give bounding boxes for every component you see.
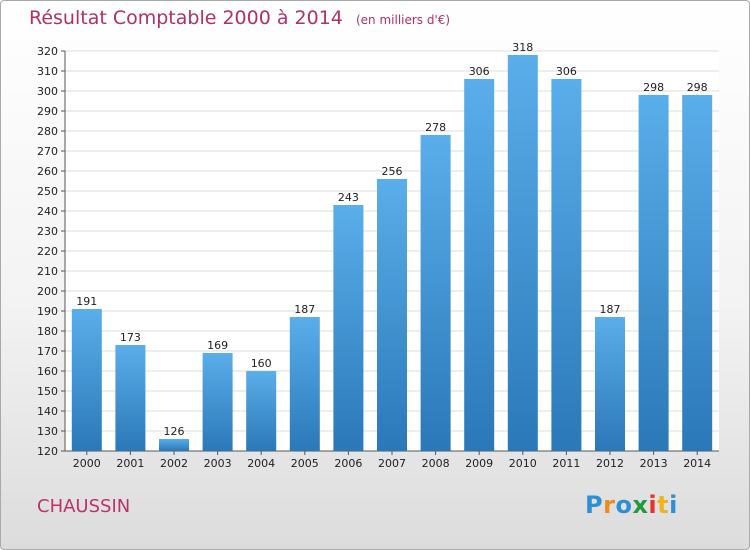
data-label: 169 <box>207 339 228 352</box>
y-tick-label: 190 <box>37 305 58 318</box>
bar <box>333 205 364 451</box>
x-tick-label: 2000 <box>73 457 101 470</box>
x-tick-label: 2014 <box>683 457 711 470</box>
chart-title: Résultat Comptable 2000 à 2014 (en milli… <box>29 7 450 29</box>
logo-letter: r <box>603 491 616 519</box>
data-label: 298 <box>643 81 664 94</box>
bar <box>507 55 538 451</box>
chart-title-main: Résultat Comptable 2000 à 2014 <box>29 7 343 29</box>
x-tick-label: 2009 <box>465 457 493 470</box>
y-tick-label: 240 <box>37 205 58 218</box>
bar <box>595 317 625 451</box>
x-tick-label: 2010 <box>509 457 537 470</box>
x-tick-label: 2013 <box>640 457 668 470</box>
y-tick-label: 270 <box>37 145 58 158</box>
x-tick-label: 2005 <box>291 457 319 470</box>
bar <box>202 353 233 451</box>
x-tick-label: 2002 <box>160 457 188 470</box>
bar <box>551 79 582 451</box>
data-label: 187 <box>600 303 621 316</box>
y-tick-label: 180 <box>37 325 58 338</box>
logo-letter: i <box>669 491 678 519</box>
proxiti-logo: Proxiti <box>585 491 678 519</box>
data-label: 126 <box>164 425 185 438</box>
data-label: 160 <box>251 357 272 370</box>
y-tick-label: 260 <box>37 165 58 178</box>
data-label: 306 <box>556 65 577 78</box>
data-label: 187 <box>294 303 315 316</box>
bar <box>420 135 451 451</box>
x-tick-label: 2003 <box>204 457 232 470</box>
logo-letter: P <box>585 491 604 519</box>
bar <box>246 371 277 451</box>
data-label: 278 <box>425 121 446 134</box>
x-tick-label: 2008 <box>422 457 450 470</box>
data-label: 173 <box>120 331 141 344</box>
data-label: 243 <box>338 191 359 204</box>
y-tick-label: 210 <box>37 265 58 278</box>
x-tick-label: 2006 <box>334 457 362 470</box>
y-tick-label: 170 <box>37 345 58 358</box>
logo-letter: o <box>615 491 633 519</box>
y-tick-label: 130 <box>37 425 58 438</box>
bar <box>115 345 146 451</box>
y-tick-label: 280 <box>37 125 58 138</box>
x-tick-label: 2012 <box>596 457 624 470</box>
x-tick-label: 2001 <box>116 457 144 470</box>
y-tick-label: 250 <box>37 185 58 198</box>
data-label: 306 <box>469 65 490 78</box>
logo-letter: t <box>657 491 670 519</box>
bar <box>638 95 669 451</box>
bar <box>377 179 407 451</box>
data-label: 191 <box>76 295 97 308</box>
y-tick-label: 300 <box>37 85 58 98</box>
y-tick-label: 150 <box>37 385 58 398</box>
x-tick-label: 2007 <box>378 457 406 470</box>
y-tick-label: 120 <box>37 445 58 458</box>
y-tick-label: 310 <box>37 65 58 78</box>
bar <box>464 79 495 451</box>
x-tick-label: 2004 <box>247 457 275 470</box>
y-tick-label: 230 <box>37 225 58 238</box>
logo-letter: i <box>648 491 658 519</box>
data-label: 256 <box>382 165 403 178</box>
bar <box>682 95 713 451</box>
y-tick-label: 160 <box>37 365 58 378</box>
bar <box>289 317 320 451</box>
bar <box>71 309 102 451</box>
x-tick-label: 2011 <box>552 457 580 470</box>
data-label: 318 <box>512 41 533 54</box>
y-tick-label: 320 <box>37 45 58 58</box>
y-tick-label: 200 <box>37 285 58 298</box>
data-label: 298 <box>687 81 708 94</box>
commune-name: CHAUSSIN <box>37 496 131 517</box>
chart-unit-note: (en milliers d'€) <box>355 13 451 27</box>
bar <box>159 439 189 451</box>
y-tick-label: 220 <box>37 245 58 258</box>
y-tick-label: 140 <box>37 405 58 418</box>
logo-letter: x <box>632 491 649 519</box>
y-tick-label: 290 <box>37 105 58 118</box>
